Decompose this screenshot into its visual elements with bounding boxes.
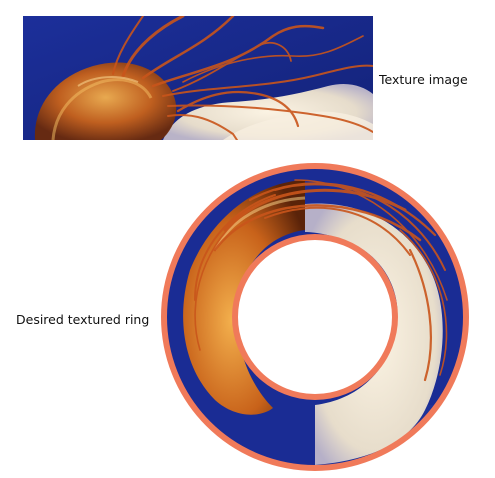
texture-image-label: Texture image [379, 72, 468, 87]
textured-ring-label: Desired textured ring [16, 312, 149, 327]
texture-image [23, 16, 373, 140]
textured-ring [155, 160, 475, 475]
